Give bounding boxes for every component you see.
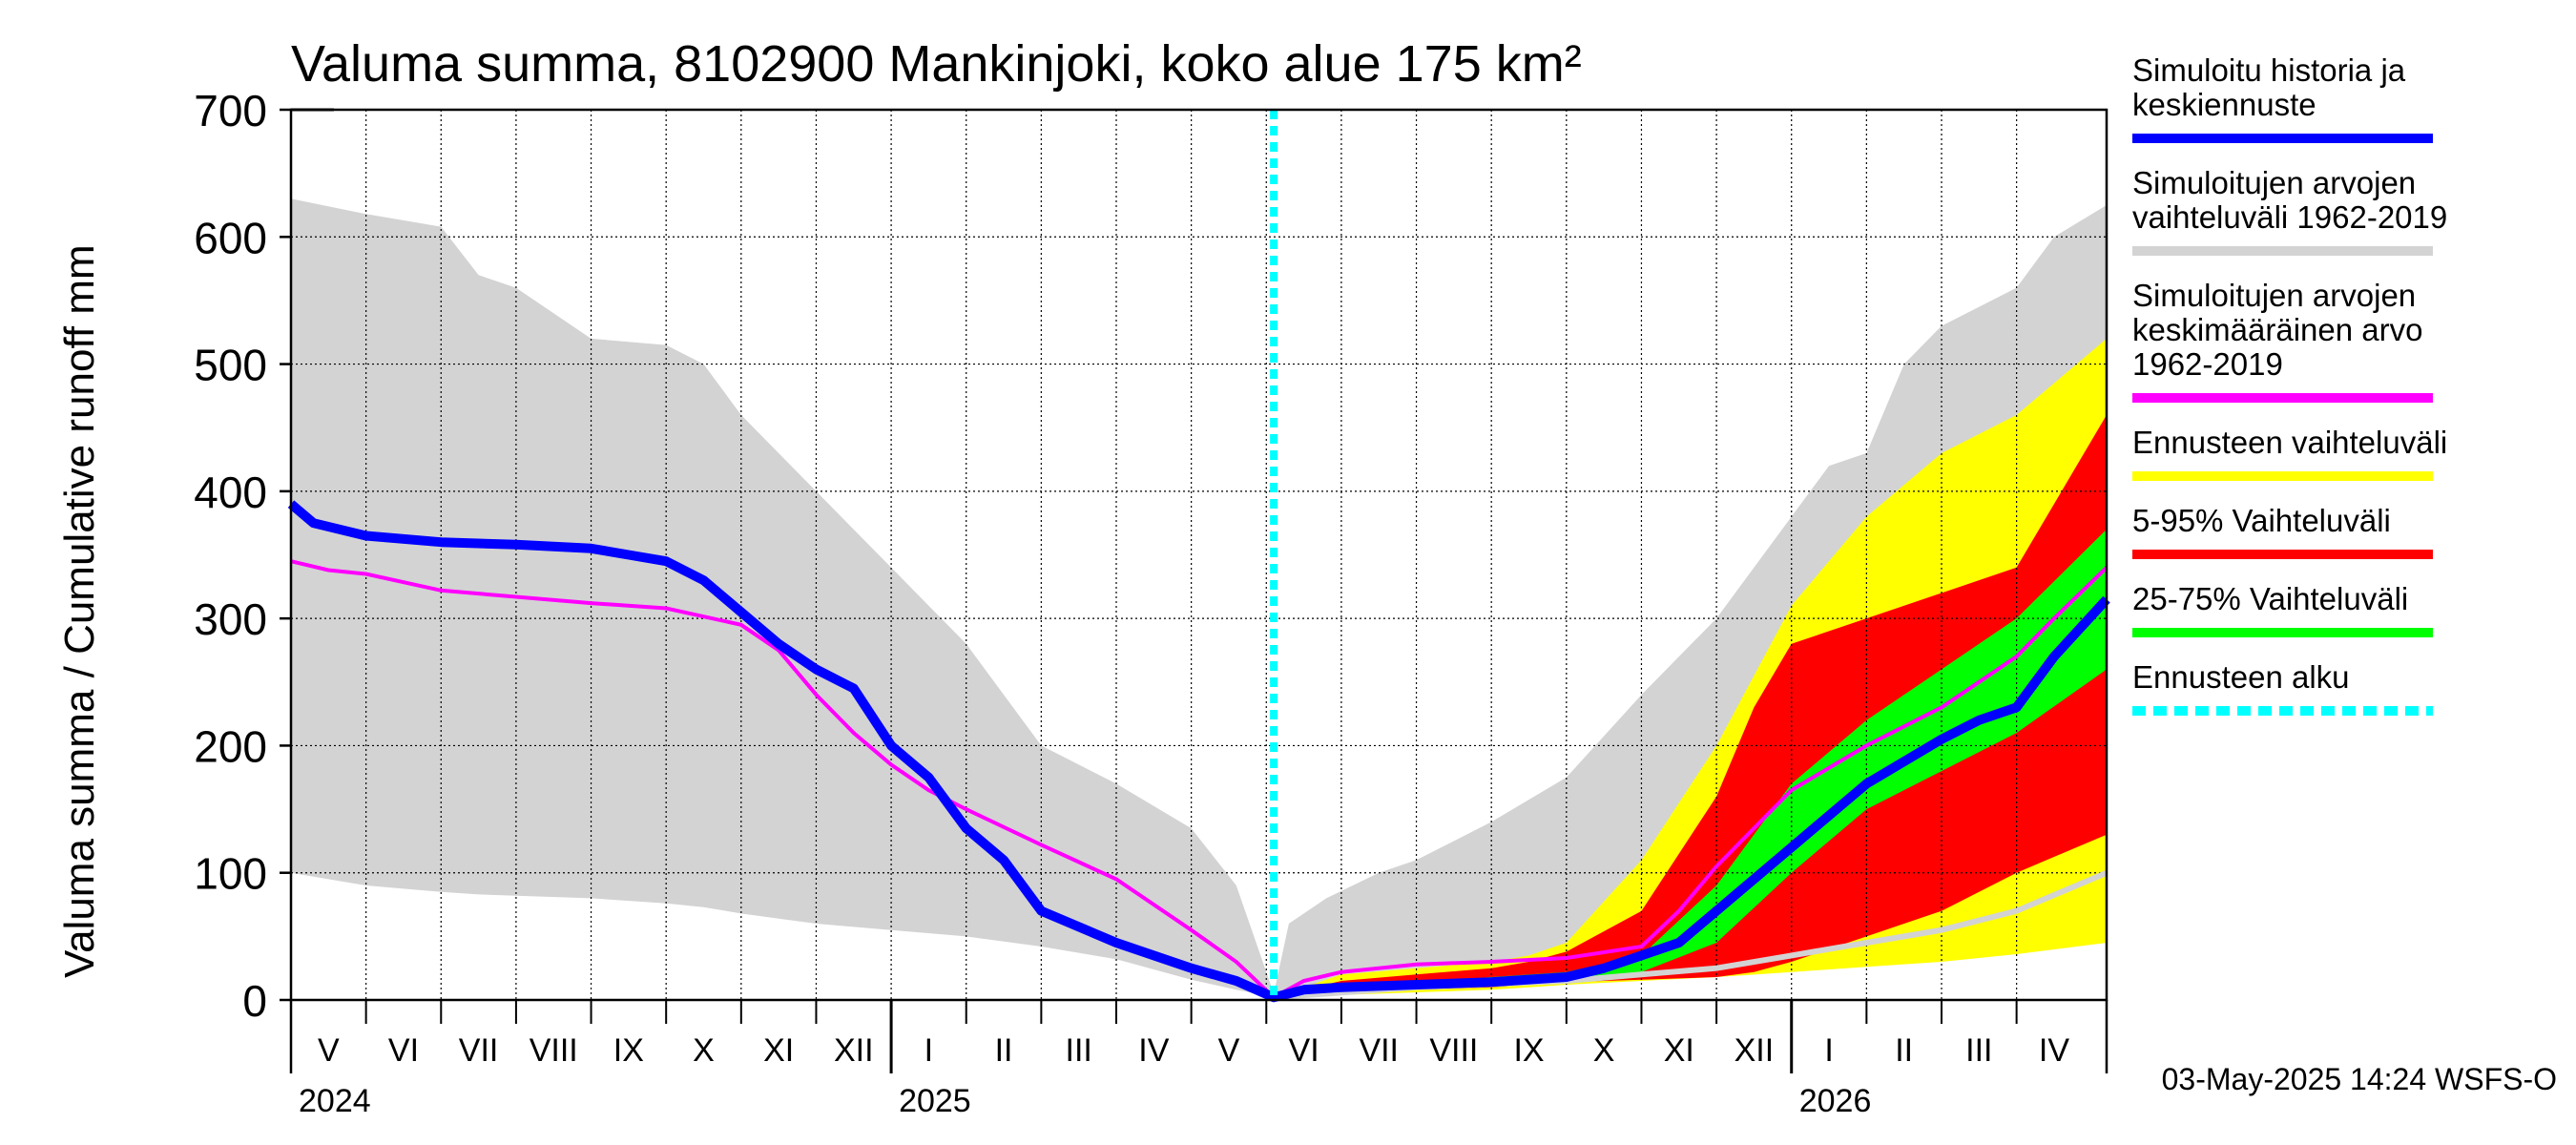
band-p5-95	[1274, 414, 2107, 1000]
x-month-label: VI	[1289, 1032, 1319, 1069]
x-month-label: IV	[2039, 1032, 2069, 1069]
x-month-label: XII	[834, 1032, 874, 1069]
legend-label: vaihteluväli 1962-2019	[2132, 199, 2447, 235]
x-month-label: XII	[1735, 1032, 1775, 1069]
x-month-label: VIII	[530, 1032, 578, 1069]
y-tick-label: 0	[242, 976, 267, 1026]
x-month-label: III	[1066, 1032, 1092, 1069]
y-tick-label: 500	[194, 341, 267, 390]
x-month-label: VII	[459, 1032, 499, 1069]
x-month-label: IX	[613, 1032, 644, 1069]
legend-label: Simuloitujen arvojen	[2132, 278, 2416, 313]
legend-label: Ennusteen alku	[2132, 659, 2350, 695]
y-axis-label: Valuma summa / Cumulative runoff mm	[56, 244, 103, 978]
legend-label: 1962-2019	[2132, 346, 2283, 382]
x-month-label: V	[1218, 1032, 1240, 1069]
x-month-label: X	[1593, 1032, 1615, 1069]
x-month-label: I	[924, 1032, 933, 1069]
y-tick-label: 200	[194, 721, 267, 771]
legend-label: keskiennuste	[2132, 87, 2316, 122]
x-month-label: VI	[388, 1032, 419, 1069]
band-historical-range	[291, 198, 2107, 998]
series-line-mean	[290, 559, 2109, 1000]
x-month-label: VIII	[1429, 1032, 1478, 1069]
y-tick-label: 300	[194, 594, 267, 644]
legend-label: Simuloitujen arvojen	[2132, 165, 2416, 200]
y-tick-label: 700	[194, 86, 267, 135]
x-month-label: III	[1965, 1032, 1992, 1069]
legend-label: keskimääräinen arvo	[2132, 312, 2422, 347]
plot-area	[287, 110, 2110, 1003]
x-month-label: V	[318, 1032, 340, 1069]
footer-timestamp: 03-May-2025 14:24 WSFS-O	[2162, 1062, 2557, 1096]
legend-label: 5-95% Vaihteluväli	[2132, 503, 2391, 538]
x-month-label: I	[1824, 1032, 1833, 1069]
x-month-label: VII	[1359, 1032, 1399, 1069]
x-month-label: IV	[1138, 1032, 1169, 1069]
x-month-label: II	[1895, 1032, 1913, 1069]
x-month-label: IX	[1513, 1032, 1544, 1069]
x-year-label: 2026	[1799, 1083, 1872, 1119]
legend-label: Ennusteen vaihteluväli	[2132, 425, 2447, 460]
y-tick-label: 100	[194, 849, 267, 899]
y-tick-label: 400	[194, 468, 267, 517]
x-month-label: XI	[763, 1032, 794, 1069]
y-tick-label: 600	[194, 213, 267, 262]
x-month-label: XI	[1664, 1032, 1694, 1069]
plot-frame	[289, 108, 2109, 1002]
x-month-label: X	[693, 1032, 715, 1069]
x-month-label: II	[995, 1032, 1013, 1069]
legend-label: Simuloitu historia ja	[2132, 52, 2406, 88]
x-year-label: 2024	[299, 1083, 371, 1119]
chart-title: Valuma summa, 8102900 Mankinjoki, koko a…	[291, 35, 1582, 93]
x-year-label: 2025	[899, 1083, 971, 1119]
legend-label: 25-75% Vaihteluväli	[2132, 581, 2408, 616]
band-p25-75	[1274, 529, 2107, 1000]
series-line-simulated	[287, 500, 2110, 1003]
